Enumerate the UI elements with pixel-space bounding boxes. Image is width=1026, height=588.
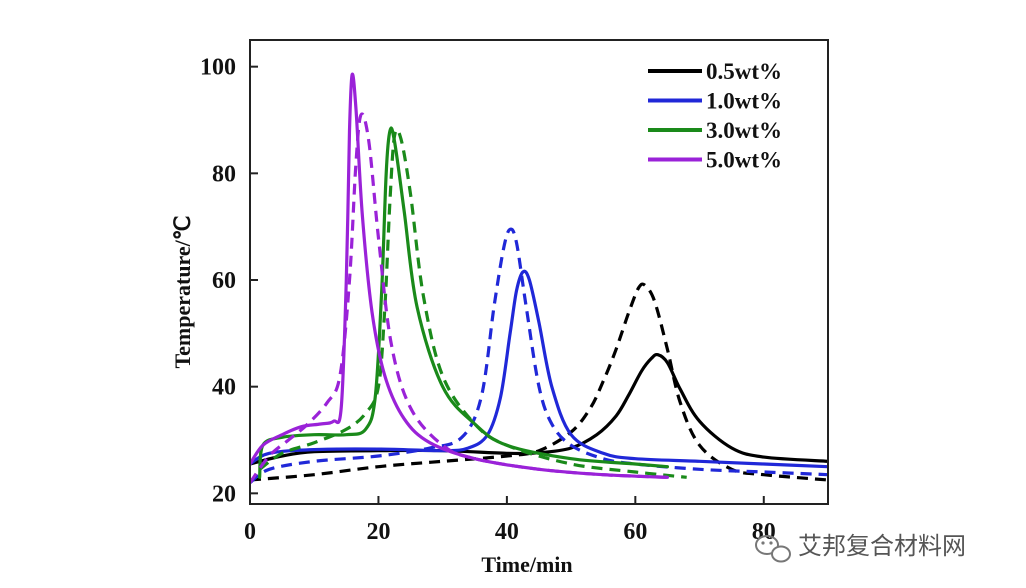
y-tick-label: 20: [212, 481, 236, 507]
plot-frame: [249, 39, 829, 505]
x-tick-label: 0: [244, 519, 256, 545]
watermark: 艾邦复合材料网: [755, 532, 966, 563]
wechat-icon: [755, 535, 791, 563]
series-line-0-5wt--dashed: [250, 282, 828, 482]
x-axis-title: Time/min: [481, 552, 572, 577]
legend-item: 5.0wt%: [648, 148, 782, 173]
x-tick-label: 40: [495, 519, 519, 545]
y-tick-label: 60: [212, 268, 236, 294]
legend-label: 3.0wt%: [706, 118, 782, 143]
series-line-1-0wt--dashed: [250, 227, 828, 484]
y-ticks: 20 40 60 80 100: [200, 55, 258, 507]
legend-item: 1.0wt%: [648, 89, 782, 114]
legend: 0.5wt% 1.0wt% 3.0wt% 5.0wt%: [648, 59, 782, 173]
y-axis-title: Temperature/℃: [170, 215, 195, 368]
x-tick-label: 60: [623, 519, 647, 545]
legend-label: 1.0wt%: [706, 89, 782, 114]
watermark-text: 艾邦复合材料网: [798, 532, 966, 560]
series-line-3-0wt--dashed: [258, 128, 687, 479]
x-tick-label: 20: [366, 519, 390, 545]
legend-item: 3.0wt%: [648, 118, 782, 143]
x-tick-label: 80: [752, 519, 776, 545]
legend-label: 5.0wt%: [706, 148, 782, 173]
x-ticks: 0 20 40 60 80: [244, 496, 776, 545]
y-tick-label: 100: [200, 55, 236, 81]
series-layer: [250, 72, 828, 484]
y-tick-label: 40: [212, 375, 236, 401]
series-line-1-0wt--solid: [250, 269, 828, 469]
legend-item: 0.5wt%: [648, 59, 782, 84]
legend-label: 0.5wt%: [706, 59, 782, 84]
series-line-5-0wt--solid: [250, 72, 669, 479]
series-line-5-0wt--dashed: [250, 112, 668, 484]
y-tick-label: 80: [212, 161, 236, 187]
